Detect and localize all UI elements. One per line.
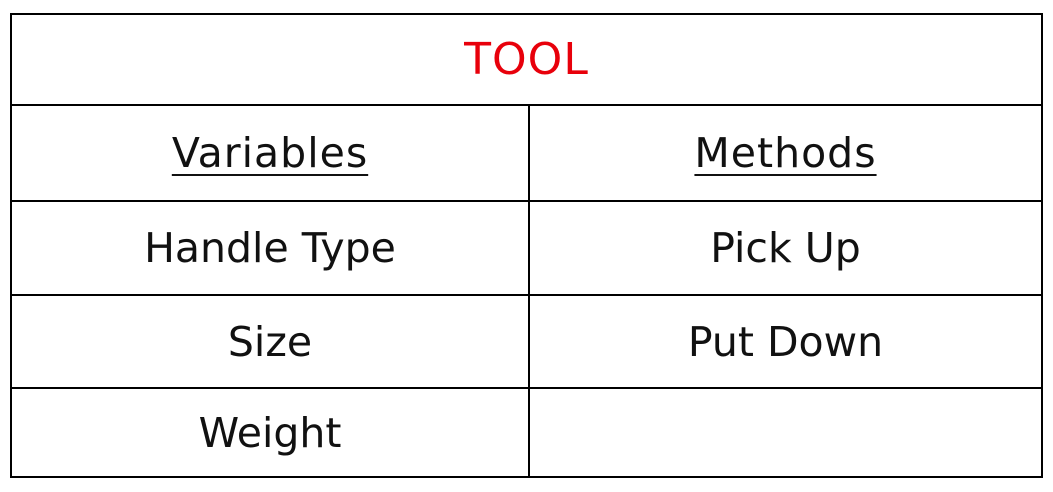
method-cell-empty (530, 389, 1041, 476)
method-text: Pick Up (710, 224, 861, 272)
method-text: Put Down (687, 317, 884, 366)
variables-header-cell: Variables (12, 106, 530, 200)
variable-text: Size (227, 317, 313, 366)
method-cell: Pick Up (530, 202, 1041, 294)
title-cell: TOOL (12, 15, 1041, 104)
table-row: Weight (12, 387, 1041, 476)
title-row: TOOL (12, 15, 1041, 104)
table-row: Size Put Down (12, 294, 1041, 387)
header-row: Variables Methods (12, 104, 1041, 200)
method-cell: Put Down (530, 296, 1041, 387)
variable-text: Weight (198, 408, 342, 457)
variable-cell: Handle Type (12, 202, 530, 294)
table-row: Handle Type Pick Up (12, 200, 1041, 294)
variable-cell: Size (12, 296, 530, 387)
methods-header: Methods (694, 129, 877, 177)
variables-header: Variables (171, 129, 369, 177)
methods-header-cell: Methods (530, 106, 1041, 200)
variable-text: Handle Type (144, 224, 396, 272)
variable-cell: Weight (12, 389, 530, 476)
table-title: TOOL (464, 34, 589, 85)
class-table: TOOL Variables Methods Handle Type Pick … (10, 13, 1043, 478)
